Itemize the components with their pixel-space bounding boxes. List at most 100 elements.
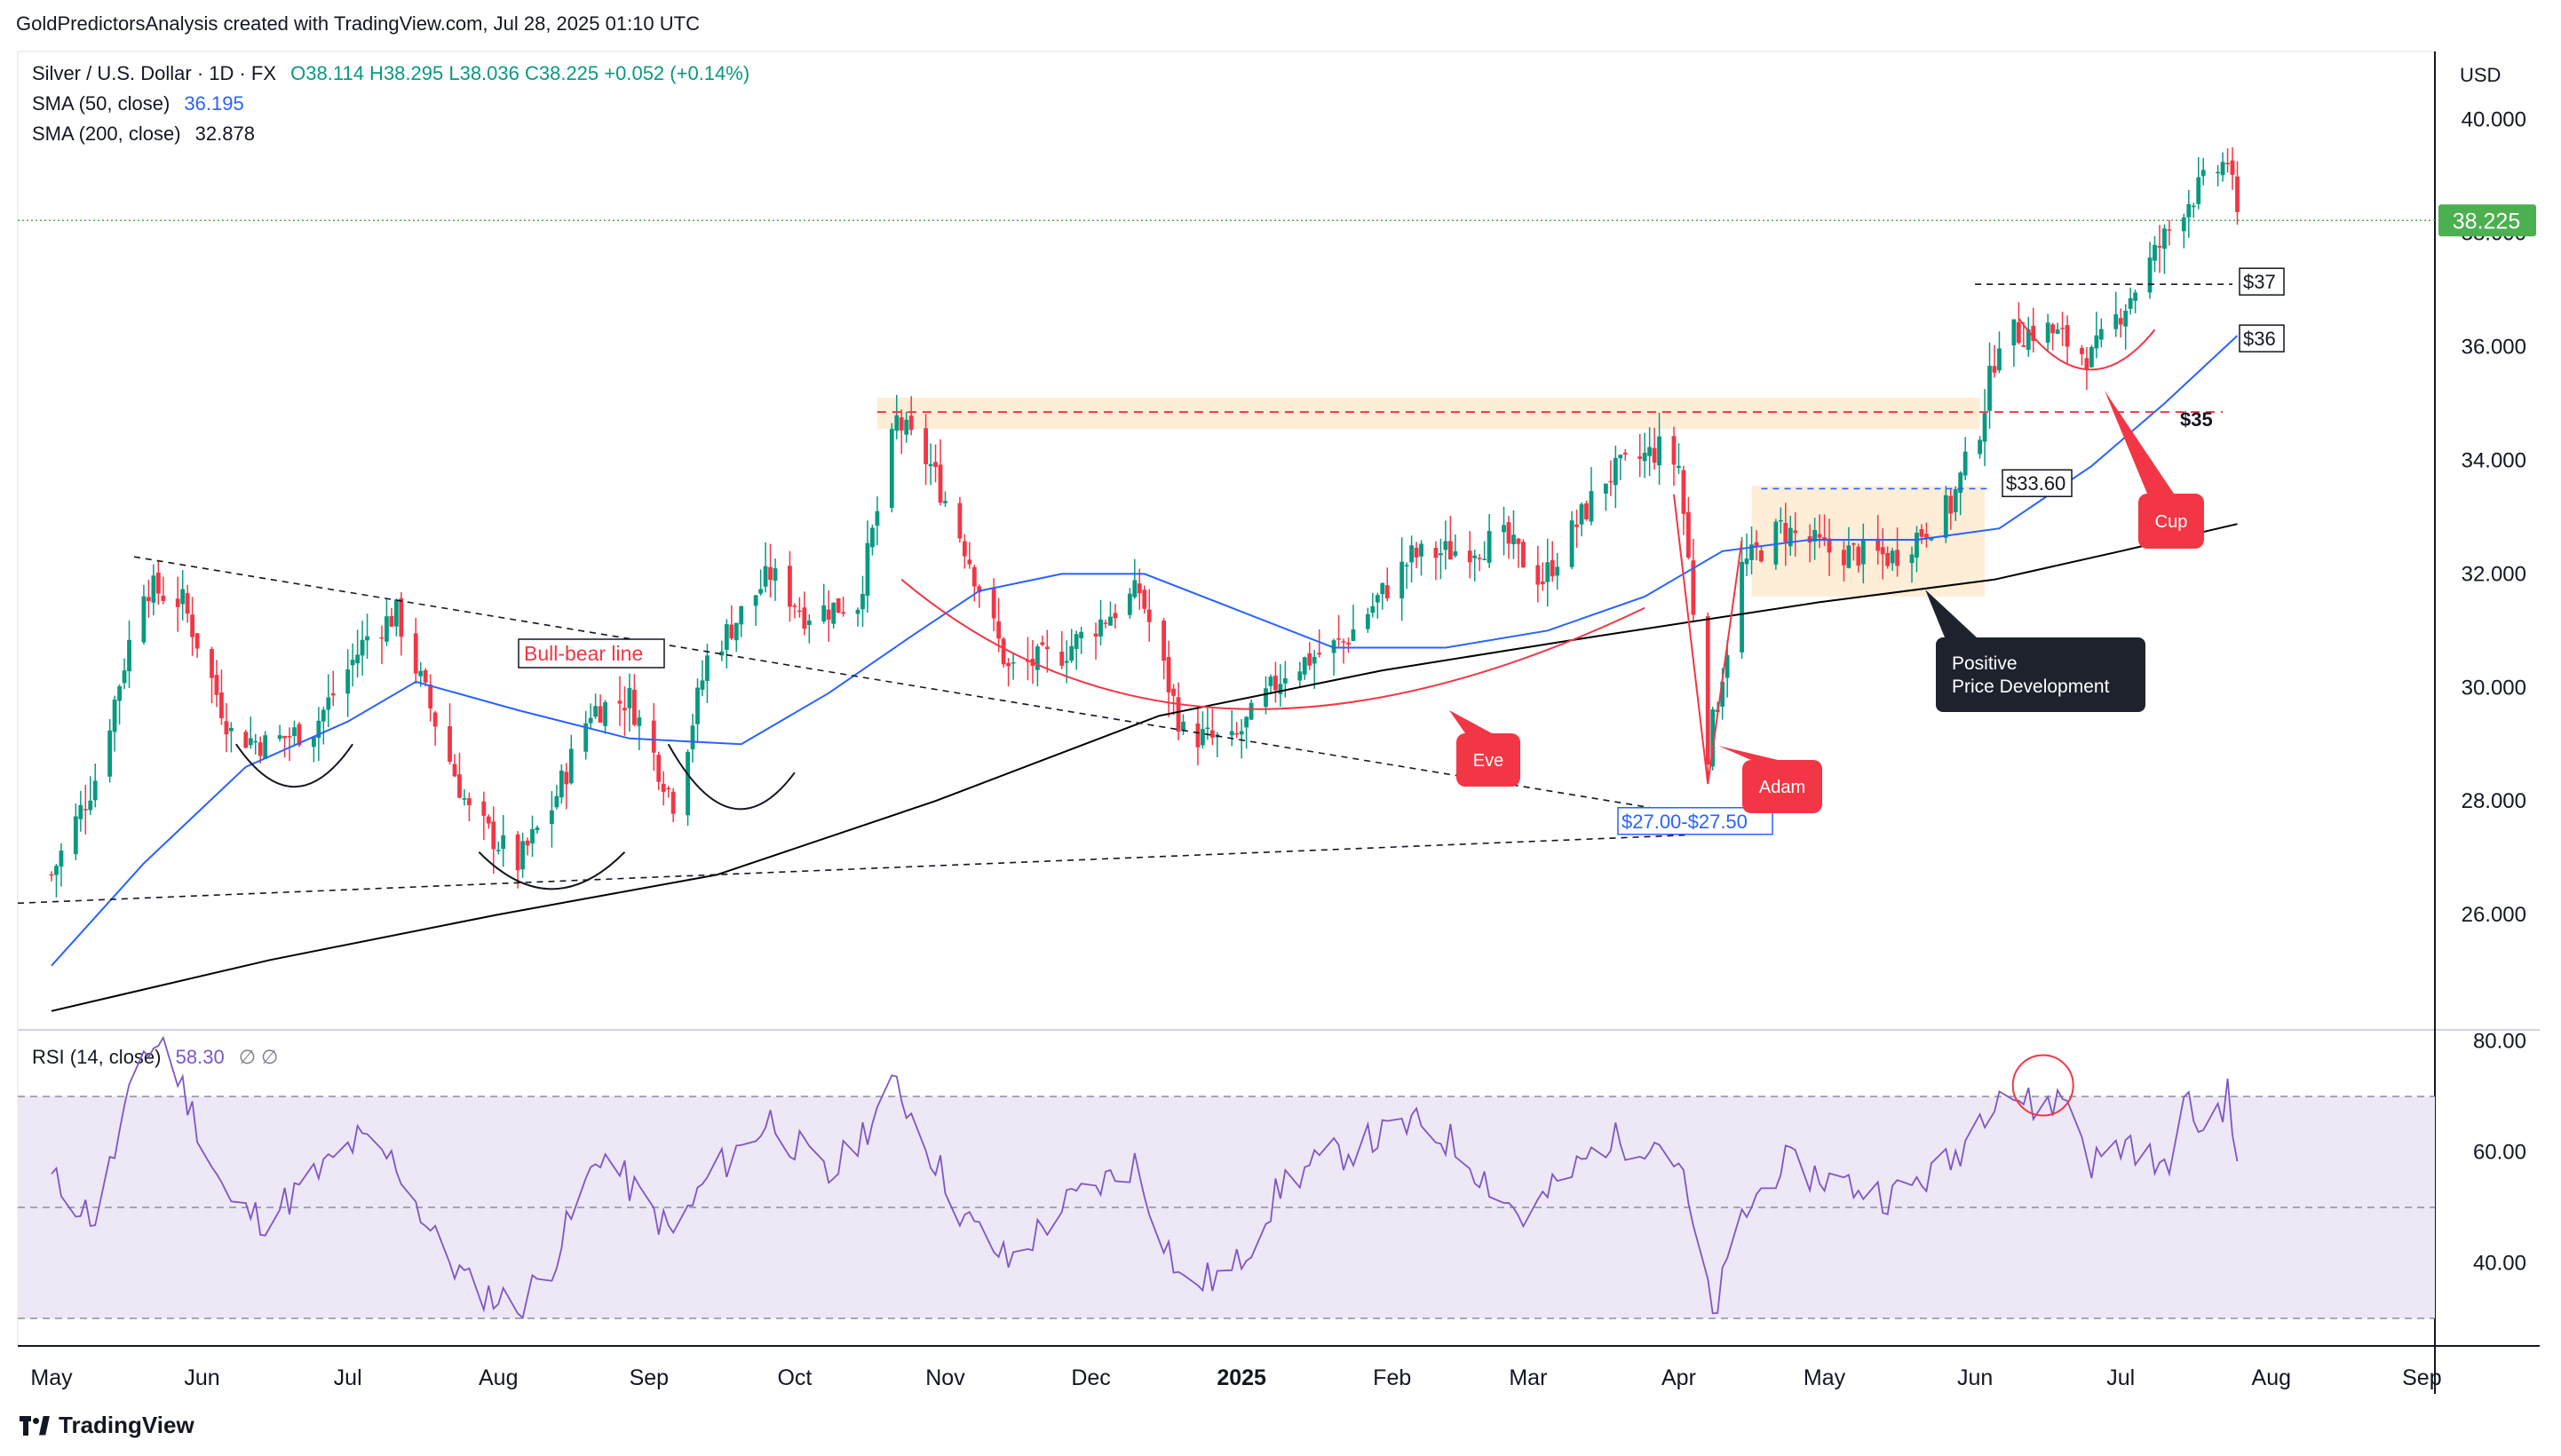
candle [385, 598, 389, 646]
candle [2196, 157, 2201, 210]
candle-body [1307, 653, 1312, 666]
candle-body [733, 622, 739, 641]
candle [1589, 467, 1594, 526]
candle [1569, 510, 1574, 570]
candle [1909, 546, 1915, 583]
candle-body [1205, 727, 1210, 730]
candle-body [1234, 732, 1240, 735]
candle-body [792, 605, 797, 607]
candle [1302, 656, 1307, 680]
candle-body [1268, 677, 1273, 686]
candle-body [393, 599, 399, 627]
candle [894, 394, 900, 439]
candle [175, 576, 180, 632]
candle-body [1545, 562, 1550, 582]
candle [282, 735, 287, 758]
candle [2191, 202, 2196, 218]
candle-body [1001, 638, 1006, 665]
candle-body [1200, 729, 1205, 746]
candle [1447, 515, 1453, 560]
candle-body [1176, 697, 1181, 732]
candle-body [1098, 619, 1103, 637]
currency-button[interactable]: USD [2460, 64, 2502, 86]
zone-layer [876, 398, 1986, 597]
rsi-legend[interactable]: RSI (14, close) 58.30 ∅ ∅ [32, 1046, 278, 1069]
sma50-legend[interactable]: SMA (50, close) 36.195 [32, 92, 244, 115]
last-price-tag: 38.225 [2438, 204, 2536, 237]
candle [690, 714, 695, 763]
candle [1317, 629, 1322, 658]
candle [1817, 514, 1822, 549]
candle-body [1297, 671, 1303, 681]
candle-body [1171, 688, 1176, 696]
price-tick-label: 26.000 [2462, 903, 2526, 927]
candle-body [870, 527, 875, 548]
candle [1647, 427, 1653, 477]
candle-body [180, 589, 186, 605]
candle [768, 543, 773, 598]
candle-body [1744, 558, 1749, 565]
candle [214, 660, 219, 708]
candle [1127, 588, 1132, 619]
candle-body [1506, 522, 1511, 544]
candle-body [1249, 702, 1254, 720]
candle [724, 619, 729, 669]
candle [1074, 630, 1079, 670]
candle [2031, 307, 2036, 352]
candle [1370, 592, 1376, 618]
candle-body [1710, 709, 1716, 767]
candle [977, 584, 982, 608]
candle [904, 411, 909, 443]
candle [1001, 637, 1006, 668]
candle-body [185, 593, 190, 614]
candle [1958, 471, 1963, 516]
candle-body [345, 669, 351, 694]
candle [568, 734, 574, 785]
candle-body [661, 783, 666, 792]
candle-body [1622, 452, 1628, 455]
candle-body [1550, 559, 1555, 577]
candle [1443, 520, 1448, 570]
candle-body [550, 810, 554, 825]
cup-curve [2018, 318, 2156, 371]
candle [1511, 510, 1516, 559]
candle-body [1079, 631, 1084, 638]
candle-body [2181, 217, 2186, 232]
candle-body [1953, 489, 1958, 512]
candle-body [1414, 547, 1419, 558]
candle [1516, 537, 1521, 568]
candle [326, 674, 331, 727]
candle-body [957, 502, 963, 539]
candle-body [1992, 366, 1997, 373]
candle [228, 722, 234, 753]
candle-body [486, 816, 491, 824]
candle-body [719, 651, 725, 656]
candle [1108, 601, 1113, 626]
candle [1574, 510, 1579, 549]
candle-body [147, 597, 151, 602]
candle-body [656, 755, 662, 782]
candle-body [1885, 552, 1891, 566]
label-27-text: $27.00-$27.50 [1621, 811, 1748, 833]
time-tick-label: May [30, 1365, 73, 1390]
candle [1890, 548, 1895, 572]
candle-body [2200, 170, 2206, 177]
candle [1550, 541, 1555, 582]
candle-body [1487, 531, 1492, 563]
candle-body [1375, 595, 1380, 603]
candle [583, 710, 589, 760]
tradingview-logo[interactable]: TradingView [20, 1412, 194, 1439]
symbol-name[interactable]: Silver / U.S. Dollar · 1D · FX [32, 62, 277, 84]
candle [1710, 706, 1716, 771]
sma200-legend[interactable]: SMA (200, close) 32.878 [32, 123, 255, 146]
candle [2098, 318, 2104, 348]
candle-body [928, 463, 933, 466]
candle-body [515, 834, 520, 871]
candle [1613, 445, 1618, 509]
candle-body [2098, 328, 2104, 340]
candle-body [593, 706, 599, 717]
candle [1244, 716, 1249, 749]
candle [1982, 389, 1987, 467]
candle [393, 598, 399, 637]
